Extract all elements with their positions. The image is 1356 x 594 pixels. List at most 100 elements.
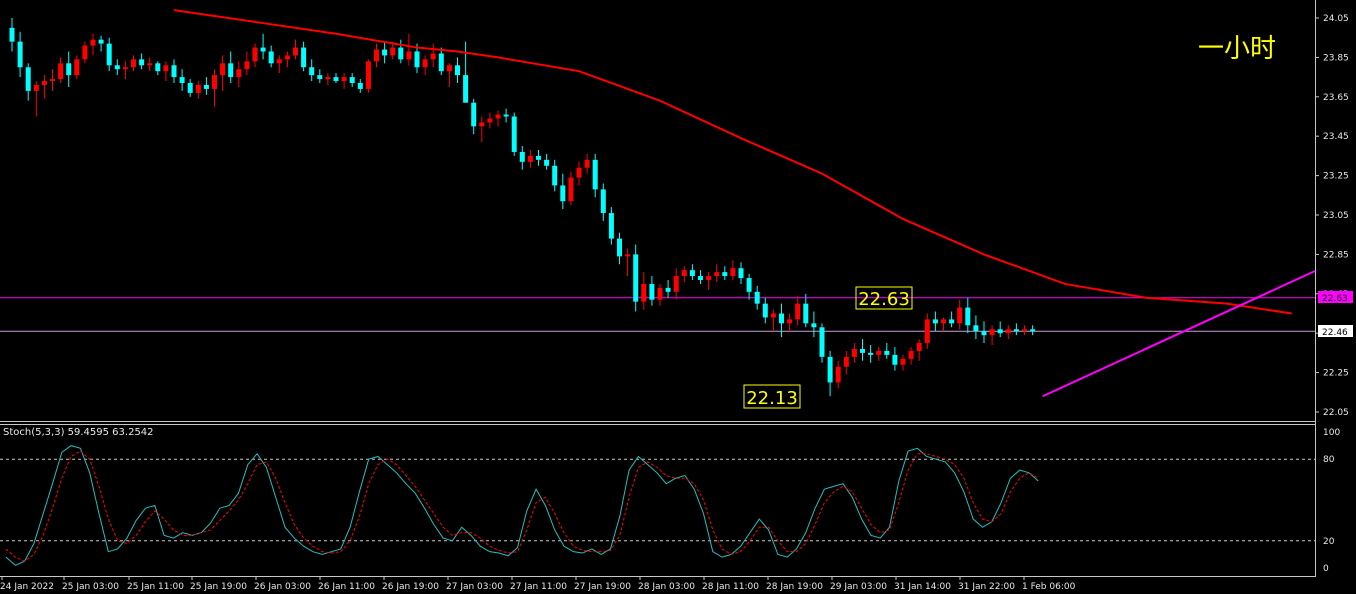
candle-body [503,114,509,117]
candle-body [511,116,517,152]
price-tick-label: 22.25 [1323,369,1349,379]
current-tag-bg [1318,325,1353,337]
candle-body [17,41,23,68]
time-tick-label: 26 Jan 11:00 [318,582,375,592]
candle-body [843,356,849,367]
candle-body [730,268,736,277]
candle-body [641,283,647,302]
stoch-level-label: 80 [1323,455,1335,465]
candle-body [495,114,501,119]
candle-body [406,51,412,60]
candle-body [665,287,671,292]
candle-body [147,63,153,66]
candle-body [187,83,193,93]
candle-body [463,75,469,103]
candle-body [827,356,833,383]
stoch-lines [5,445,1039,566]
candle-body [276,59,282,64]
candle-body [317,75,323,80]
candle-body [114,65,120,70]
time-tick-label: 26 Jan 19:00 [382,582,439,592]
candle-body [835,366,841,383]
time-tick-label: 31 Jan 14:00 [894,582,951,592]
time-tick-label: 25 Jan 19:00 [190,582,247,592]
candle-body [698,276,703,281]
moving-average-line [173,9,1292,315]
candle-body [212,75,217,89]
candle-body [819,327,825,357]
current-tag: 22.46 [1322,328,1348,338]
candle-body [309,67,315,76]
candle-body [673,276,679,292]
high-label: 22.63 [858,289,910,310]
candle-body [301,47,307,68]
candle-body [203,84,209,89]
candle-body [779,313,784,324]
candle-body [908,350,914,359]
support-trendline [1042,270,1316,398]
candle-body [625,254,631,257]
resistance-tag: 22.63 [1322,294,1348,304]
candle-body [714,272,720,277]
candle-body [916,343,922,351]
candle-body [268,51,274,64]
candle-body [924,319,930,344]
price-tick-label: 23.65 [1323,93,1349,103]
candle-body [681,270,687,277]
stoch-level-label: 100 [1323,428,1340,438]
candle-body [633,254,639,302]
candle-body [1013,329,1019,332]
candle-body [139,59,145,66]
time-tick-label: 28 Jan 19:00 [766,582,823,592]
candle-body [244,61,250,70]
candle-body [155,63,161,72]
price-tick-label: 22.85 [1323,250,1349,260]
candle-body [252,47,258,62]
price-tick-label: 23.25 [1323,172,1349,182]
high-label-box [855,286,913,310]
candle-body [770,313,776,318]
candle-body [374,49,379,62]
candle-body [487,118,493,123]
timeframe-label: 一小时 [1198,34,1277,64]
candle-body [576,167,582,178]
candle-body [519,151,525,162]
candle-body [390,47,396,56]
candle-body [365,61,371,89]
candle-body [50,79,55,82]
price-tick-label: 24.05 [1323,14,1349,24]
candle-body [260,47,266,52]
candle-body [58,63,64,80]
time-tick-label: 28 Jan 03:00 [638,582,695,592]
candle-body [195,84,201,93]
candle-body [66,63,72,76]
candle-body [430,53,436,60]
trendline-group [1042,270,1316,398]
candle-body [333,77,339,82]
candle-body [900,358,906,365]
candle-body [876,350,882,355]
time-tick-label: 27 Jan 03:00 [446,582,503,592]
candle-body [357,83,363,89]
candle-body [762,303,768,318]
stoch-levels: 100 80 20 0 [0,428,1340,574]
candle-body [973,325,979,332]
candle-body [949,319,955,324]
candle-body [382,49,388,56]
candle-body [941,319,946,324]
candle-body [414,51,420,68]
candle-body [787,319,793,324]
time-tick-label: 25 Jan 03:00 [62,582,119,592]
candle-body [568,177,574,202]
candle-body [74,59,80,76]
candle-body [179,77,185,84]
candle-body [989,329,995,336]
candle-body [9,27,15,42]
candle-body [220,63,226,76]
time-tick-label: 31 Jan 22:00 [958,582,1015,592]
candle-body [479,122,485,127]
candle-body [1030,329,1036,332]
candle-body [851,348,857,357]
moving-average [173,9,1292,315]
